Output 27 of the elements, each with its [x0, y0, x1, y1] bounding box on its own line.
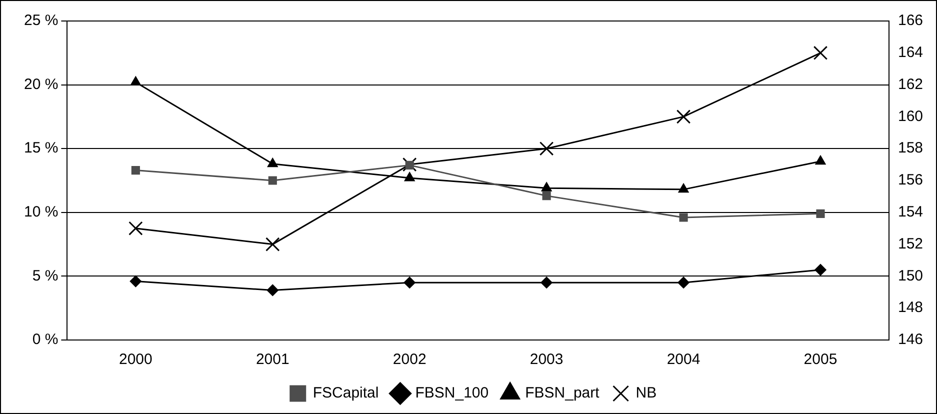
- y2-tick-label: 162: [898, 76, 924, 93]
- x-tick-label: 2000: [118, 351, 152, 368]
- y2-tick-label: 146: [898, 331, 924, 348]
- x-tick-label: 2005: [804, 351, 838, 368]
- y2-tick-label: 158: [898, 140, 924, 157]
- y2-tick-label: 156: [898, 172, 924, 189]
- y2-tick-label: 166: [898, 12, 924, 30]
- legend-label: FBSN_part: [525, 384, 600, 402]
- y-tick-label: 0 %: [32, 331, 58, 348]
- y2-tick-label: 154: [898, 204, 924, 221]
- y2-tick-label: 148: [898, 299, 924, 316]
- legend-label: FSCapital: [312, 384, 379, 402]
- y-tick-label: 20 %: [24, 76, 58, 93]
- x-tick-label: 2002: [392, 351, 426, 368]
- y-tick-label: 25 %: [24, 12, 58, 30]
- y2-tick-label: 152: [898, 235, 924, 252]
- legend-label: NB: [636, 384, 657, 402]
- y2-tick-label: 150: [898, 267, 924, 284]
- y-tick-label: 10 %: [24, 204, 58, 221]
- y-tick-label: 5 %: [32, 267, 58, 284]
- x-tick-label: 2001: [256, 351, 290, 368]
- legend-label: FBSN_100: [415, 384, 489, 402]
- y2-tick-label: 160: [898, 108, 924, 125]
- y-tick-label: 15 %: [24, 140, 58, 157]
- x-tick-label: 2003: [530, 351, 564, 368]
- x-tick-label: 2004: [666, 351, 700, 368]
- y2-tick-label: 164: [898, 44, 924, 62]
